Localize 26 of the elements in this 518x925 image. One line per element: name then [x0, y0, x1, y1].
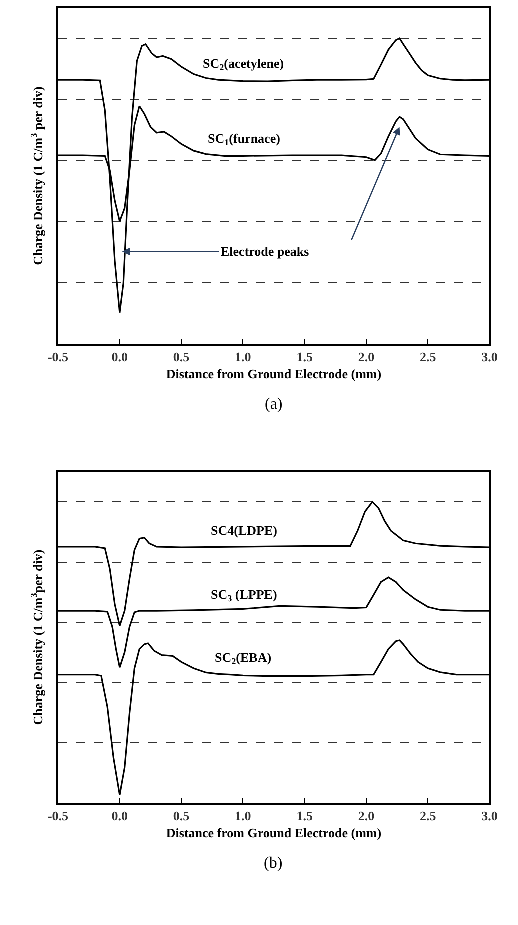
- x-tick-label: -0.5: [48, 350, 70, 365]
- x-tick-label: 3.0: [482, 808, 498, 824]
- series-label: SC$_{2}$(acetylene): [203, 56, 284, 73]
- x-tick-label: 0.5: [173, 350, 190, 365]
- annotation: Electrode peaks: [221, 244, 310, 259]
- x-tick-label: 2.5: [420, 808, 437, 824]
- x-tick-label: -0.5: [48, 808, 70, 824]
- x-axis-title: Distance from Ground Electrode (mm): [166, 826, 382, 841]
- x-axis-title: Distance from Ground Electrode (mm): [166, 366, 382, 382]
- x-tick-label: 0.0: [112, 350, 128, 365]
- x-tick-label: 1.5: [296, 808, 314, 824]
- x-tick-label: 1.5: [296, 350, 314, 365]
- text: (a): [265, 396, 283, 413]
- series-label: SC$_{1}$(furnace): [208, 131, 280, 148]
- x-tick-label: 2.0: [358, 350, 375, 365]
- x-tick-label: 2.0: [358, 808, 375, 824]
- text: (b): [264, 855, 283, 872]
- x-tick-label: 0.0: [112, 808, 128, 824]
- x-tick-label: 1.0: [235, 808, 252, 824]
- series-label: SC$_{2}$(EBA): [215, 650, 272, 667]
- series-label: SC$_{3}$ (LPPE): [211, 587, 278, 604]
- x-tick-label: 3.0: [482, 350, 498, 365]
- series-label: SC4(LDPE): [211, 523, 278, 538]
- x-tick-label: 0.5: [173, 808, 190, 824]
- x-tick-label: 2.5: [420, 350, 437, 365]
- x-tick-label: 1.0: [235, 350, 252, 365]
